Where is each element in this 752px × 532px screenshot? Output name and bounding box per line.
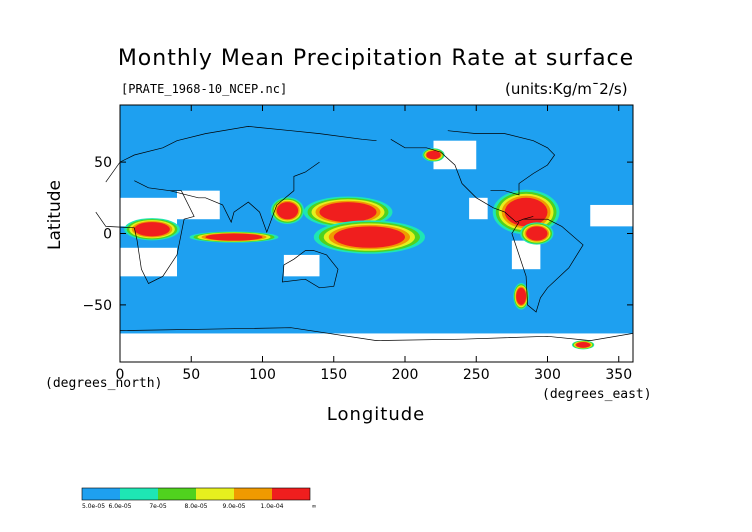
y-axis-label: Latitude	[44, 180, 65, 250]
colorbar-label: 5.0e-05	[82, 503, 105, 510]
x-tick-label: 0	[116, 367, 125, 383]
chart-title: Monthly Mean Precipitation Rate at surfa…	[117, 46, 635, 71]
colorbar-label: 7e-05	[149, 503, 166, 510]
colorbar-frame	[81, 487, 311, 501]
colorbar: 5.0e-05 6.0e-05 7e-05 8.0e-05 9.0e-05 1.0e-04…	[81, 487, 317, 510]
coastline	[511, 218, 584, 313]
coastlines	[95, 126, 634, 341]
precip-band	[276, 202, 299, 220]
precip-band	[333, 226, 405, 248]
coastline	[95, 180, 195, 284]
coastline	[447, 130, 556, 196]
colorbar-swatch	[196, 488, 234, 500]
precip-band	[526, 226, 548, 241]
missing-data-region	[511, 240, 541, 270]
y-tick-label: 50	[94, 155, 112, 171]
colorbar-label: 6.0e-05	[108, 503, 131, 510]
colorbar-label: 1.0e-04	[260, 503, 283, 510]
coastline	[282, 250, 339, 289]
x-tick-label: 150	[320, 367, 347, 383]
missing-data-region	[120, 333, 633, 362]
coastline	[119, 327, 634, 341]
colorbar-swatch	[272, 488, 310, 500]
x-ticks: 0 50 100 150 200 250 300 350	[116, 105, 632, 383]
coastline	[390, 138, 534, 223]
x-tick-label: 50	[182, 367, 200, 383]
missing-data-region	[469, 197, 488, 220]
x-tick-label: 100	[249, 367, 276, 383]
x-tick-label: 250	[463, 367, 490, 383]
colorbar-swatch	[234, 488, 272, 500]
precip-band	[426, 150, 441, 160]
x-axis-label: Longitude	[326, 404, 426, 425]
map-layer	[120, 105, 633, 362]
coastline	[105, 126, 377, 183]
y-ticks: 50 0 −50	[82, 155, 633, 314]
missing-data-region	[177, 190, 220, 220]
colorbar-label: 9.0e-05	[222, 503, 245, 510]
x-tick-label: 350	[605, 367, 632, 383]
missing-data-region	[590, 204, 633, 227]
colorbar-label: 8.0e-05	[184, 503, 207, 510]
precip-band	[576, 342, 591, 348]
colorbar-swatch	[82, 488, 120, 500]
units-label: (units:Kg/m¯2/s)	[505, 80, 628, 98]
x-tick-label: 300	[534, 367, 561, 383]
missing-data-region	[120, 247, 177, 277]
precip-band	[516, 287, 527, 305]
missing-data-region	[283, 254, 320, 277]
precip-band	[205, 233, 263, 241]
y-tick-label: −50	[82, 298, 112, 314]
x-tick-label: 200	[392, 367, 419, 383]
colorbar-swatch	[158, 488, 196, 500]
precip-band	[504, 197, 548, 227]
file-name: [PRATE_1968-10_NCEP.nc]	[121, 82, 288, 96]
coastline	[169, 161, 320, 234]
precip-band	[319, 202, 377, 223]
x-unit-note: (degrees_east)	[542, 387, 652, 402]
colorbar-label: ∞	[312, 503, 317, 510]
precip-band	[134, 222, 170, 237]
y-unit-note: (degrees_north)	[45, 376, 163, 391]
colorbar-swatch	[120, 488, 158, 500]
y-tick-label: 0	[103, 227, 112, 243]
